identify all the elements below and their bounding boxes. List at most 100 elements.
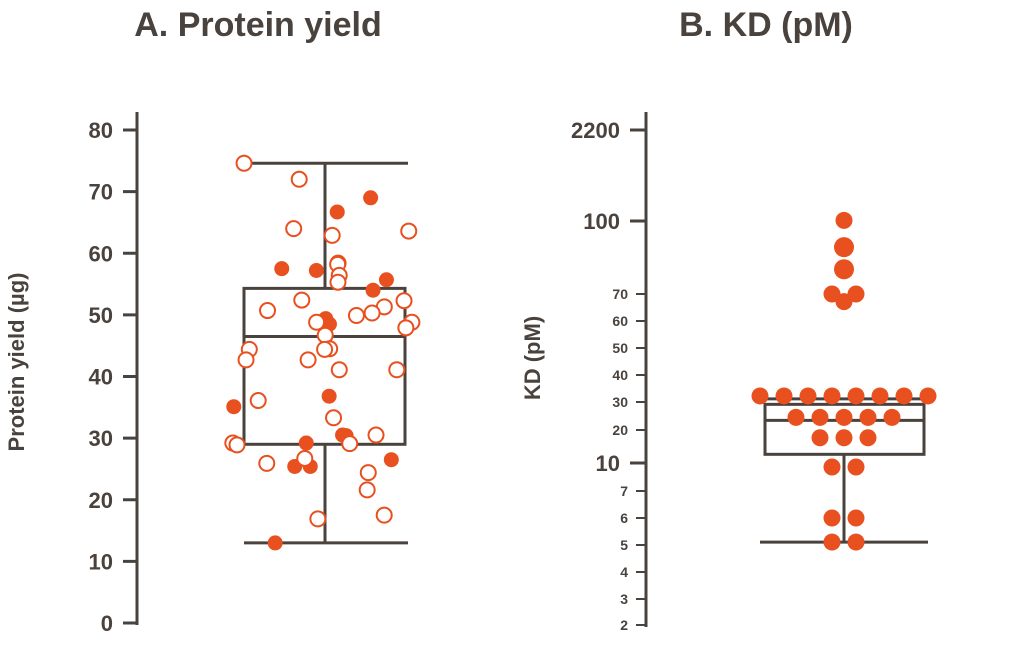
panel-b-point xyxy=(883,408,901,426)
panel-b-major-tick-label: 2200 xyxy=(571,118,620,143)
panel-a-tick-label: 20 xyxy=(89,488,113,513)
panel-a-point-hollow xyxy=(316,340,334,358)
panel-b-minor-tick-label: 2 xyxy=(620,617,628,633)
panel-a-point-hollow xyxy=(329,273,347,291)
panel-b-box xyxy=(763,402,926,456)
panel-a-point-hollow xyxy=(375,506,393,524)
panel-a-point-hollow xyxy=(285,220,303,238)
panel-a-point-hollow xyxy=(341,435,359,453)
panel-b-minor-tick-label: 60 xyxy=(612,313,628,329)
panel-b-minor-tick-label: 3 xyxy=(620,591,628,607)
panel-b-point xyxy=(835,429,853,447)
panel-a-title: A. Protein yield xyxy=(134,6,382,44)
panel-b-minor-tick-label: 20 xyxy=(612,422,628,438)
panel-b-point xyxy=(847,285,865,303)
panel-b-minor-tick-label: 6 xyxy=(620,510,628,526)
panel-a-point-hollow xyxy=(347,306,365,324)
panel-a-tick-label: 30 xyxy=(89,426,113,451)
panel-b-point xyxy=(835,211,853,229)
panel-a-point-filled xyxy=(365,282,381,298)
panel-a-point-filled xyxy=(226,399,242,415)
panel-b-point xyxy=(823,533,841,551)
panel-b-point xyxy=(811,408,829,426)
panel-a-tick-label: 10 xyxy=(89,549,113,574)
panel-b-point xyxy=(823,509,841,527)
panel-a-point-hollow xyxy=(258,454,276,472)
panel-a-point-filled xyxy=(308,263,324,279)
panel-a-point-hollow xyxy=(323,226,341,244)
panel-b-point xyxy=(859,408,877,426)
panel-a-point-filled xyxy=(267,535,283,551)
panel-a-point-hollow xyxy=(299,351,317,369)
panel-a-tick-label: 0 xyxy=(101,611,113,636)
panel-a-point-filled xyxy=(329,204,345,220)
panel-b-point xyxy=(823,458,841,476)
panel-b-major-tick-label: 10 xyxy=(596,451,620,476)
panel-a-point-hollow xyxy=(330,361,348,379)
panel-b-point xyxy=(775,387,793,405)
panel-a-point-hollow xyxy=(228,436,246,454)
panel-a-point-hollow xyxy=(237,351,255,369)
panel-b-point xyxy=(895,387,913,405)
panel-b-major-tick-label: 100 xyxy=(583,209,620,234)
panel-a-point-hollow xyxy=(235,154,253,172)
panel-a-point-hollow xyxy=(296,449,314,467)
panel-a-y-axis-label: Protein yield (µg) xyxy=(4,273,29,452)
panel-a-point-hollow xyxy=(395,292,413,310)
panel-a-point-hollow xyxy=(363,304,381,322)
panel-protein-yield: A. Protein yield Protein yield (µg) 0 10 2… xyxy=(4,6,421,636)
panel-a-tick-label: 70 xyxy=(89,180,113,205)
panel-b-minor-tick-label: 30 xyxy=(612,394,628,410)
panel-b-point xyxy=(823,387,841,405)
panel-a-point-hollow xyxy=(358,481,376,499)
panel-a-point-filled xyxy=(378,272,394,288)
panel-b-point xyxy=(871,387,889,405)
panel-a-point-hollow xyxy=(325,409,343,427)
panel-a-y-axis: 0 10 20 30 40 50 60 70 80 xyxy=(89,112,139,636)
panel-b-points xyxy=(751,211,937,551)
panel-b-minor-tick-label: 70 xyxy=(612,286,628,302)
panel-a-point-hollow xyxy=(293,291,311,309)
panel-a-tick-label: 80 xyxy=(89,118,113,143)
panel-b-minor-tick-label: 50 xyxy=(612,340,628,356)
panel-a-tick-label: 60 xyxy=(89,241,113,266)
panel-b-point xyxy=(823,285,841,303)
panel-b-point xyxy=(847,533,865,551)
panel-b-point xyxy=(835,408,853,426)
panel-b-point xyxy=(834,237,854,258)
panel-b-point xyxy=(847,458,865,476)
panel-a-point-filled xyxy=(298,435,314,451)
panel-a-point-hollow xyxy=(308,313,326,331)
panel-b-y-axis-label: KD (pM) xyxy=(520,316,545,400)
panel-a-points xyxy=(224,154,421,551)
panel-a-point-filled xyxy=(383,452,399,468)
panel-b-y-axis: 10 100 2200 2 3 4 5 6 7 20 30 40 50 60 70 xyxy=(571,112,648,633)
panel-b-point xyxy=(859,429,877,447)
panel-a-point-hollow xyxy=(249,392,267,410)
panel-a-tick-label: 50 xyxy=(89,303,113,328)
panel-a-point-hollow xyxy=(400,222,418,240)
panel-b-point xyxy=(811,429,829,447)
panel-a-point-hollow xyxy=(290,170,308,188)
panel-b-point xyxy=(787,408,805,426)
panel-a-point-hollow xyxy=(309,510,327,528)
panel-b-minor-tick-label: 7 xyxy=(620,483,628,499)
panel-a-point-filled xyxy=(321,388,337,404)
panel-kd: B. KD (pM) KD (pM) 10 100 2200 2 3 4 5 6 7 20 30 40… xyxy=(520,6,937,633)
panel-b-point xyxy=(847,509,865,527)
panel-a-point-filled xyxy=(274,261,290,277)
panel-b-title: B. KD (pM) xyxy=(679,6,853,44)
panel-b-minor-tick-label: 4 xyxy=(620,564,628,580)
panel-a-point-hollow xyxy=(388,361,406,379)
panel-b-point xyxy=(834,259,854,280)
panel-a-point-hollow xyxy=(359,464,377,482)
panel-b-point xyxy=(799,387,817,405)
panel-a-point-filled xyxy=(363,190,379,206)
panel-b-point xyxy=(751,387,769,405)
panel-b-point xyxy=(919,387,937,405)
panel-b-minor-tick-label: 5 xyxy=(620,537,628,553)
panel-a-point-hollow xyxy=(259,302,277,320)
panel-a-point-hollow xyxy=(367,426,385,444)
panel-a-point-hollow xyxy=(397,319,415,337)
